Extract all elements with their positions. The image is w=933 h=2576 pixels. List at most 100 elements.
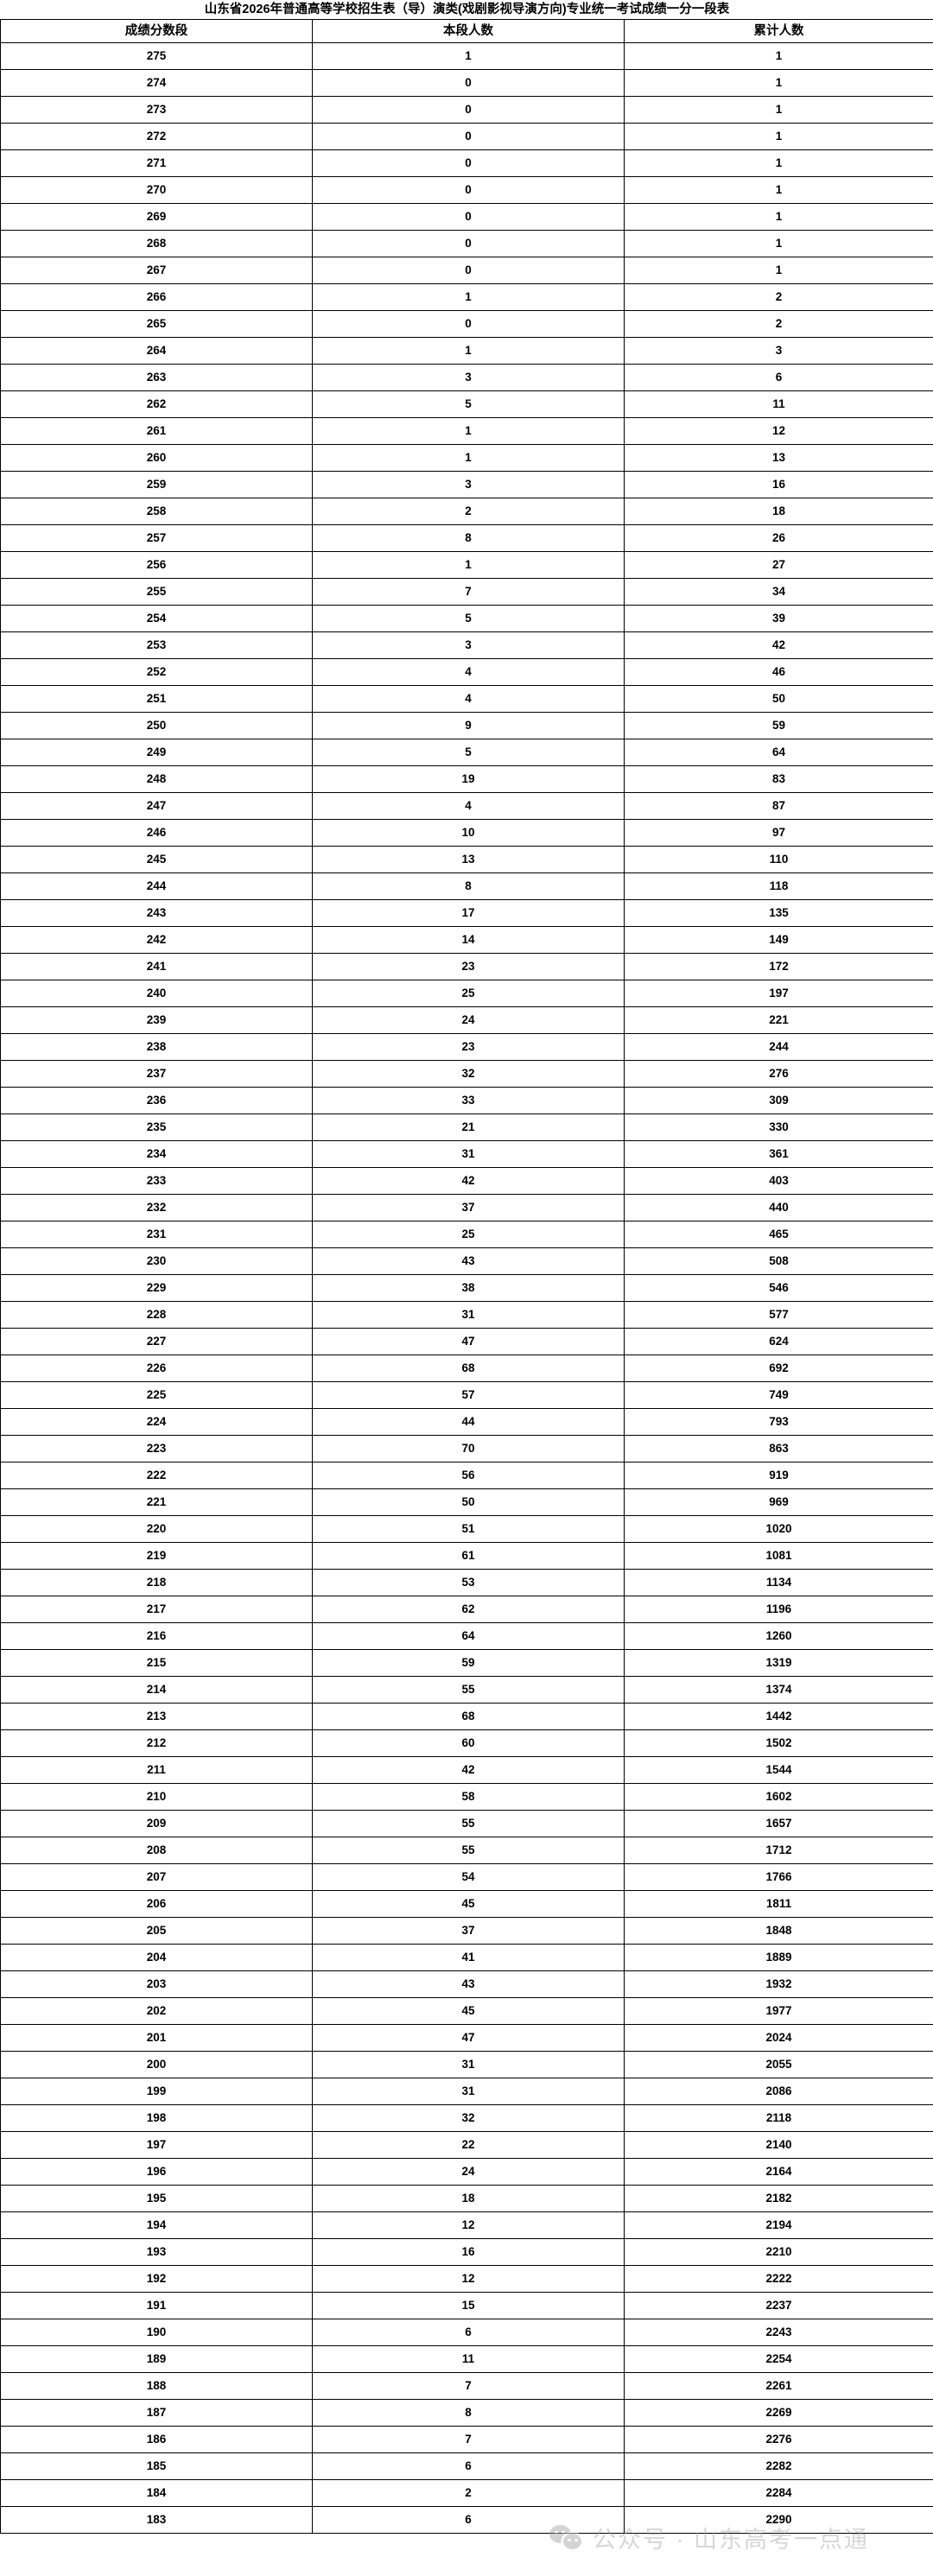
- table-row: 271 0 1: [0, 149, 933, 177]
- table-row: 243 17 135: [0, 899, 933, 927]
- table-row: 239 24 221: [0, 1006, 933, 1034]
- cell-score-segment: 252: [0, 658, 313, 686]
- cell-cumulative-count: 1602: [623, 1783, 933, 1811]
- cell-segment-count: 1: [312, 551, 625, 579]
- cell-segment-count: 9: [312, 712, 625, 739]
- cell-score-segment: 230: [0, 1247, 313, 1275]
- cell-score-segment: 218: [0, 1569, 313, 1596]
- cell-segment-count: 43: [312, 1970, 625, 1998]
- table-row: 200 31 2055: [0, 2051, 933, 2078]
- table-row: 238 23 244: [0, 1033, 933, 1061]
- cell-segment-count: 31: [312, 2078, 625, 2105]
- cell-cumulative-count: 863: [623, 1435, 933, 1462]
- table-row: 187 8 2269: [0, 2399, 933, 2427]
- cell-score-segment: 257: [0, 524, 313, 552]
- cell-score-segment: 221: [0, 1488, 313, 1516]
- cell-segment-count: 2: [312, 2479, 625, 2507]
- cell-score-segment: 210: [0, 1783, 313, 1811]
- cell-score-segment: 189: [0, 2345, 313, 2373]
- cell-segment-count: 2: [312, 498, 625, 525]
- table-row: 266 1 2: [0, 283, 933, 311]
- cell-cumulative-count: 2290: [623, 2506, 933, 2534]
- cell-score-segment: 226: [0, 1355, 313, 1382]
- cell-segment-count: 1: [312, 444, 625, 472]
- cell-cumulative-count: 440: [623, 1194, 933, 1221]
- cell-score-segment: 208: [0, 1837, 313, 1864]
- cell-cumulative-count: 361: [623, 1140, 933, 1168]
- table-row: 253 3 42: [0, 631, 933, 659]
- table-row: 273 0 1: [0, 96, 933, 124]
- cell-score-segment: 245: [0, 846, 313, 873]
- cell-cumulative-count: 2140: [623, 2131, 933, 2159]
- cell-cumulative-count: 1260: [623, 1622, 933, 1650]
- cell-segment-count: 1: [312, 417, 625, 445]
- cell-cumulative-count: 2222: [623, 2265, 933, 2293]
- cell-score-segment: 223: [0, 1435, 313, 1462]
- cell-score-segment: 253: [0, 631, 313, 659]
- cell-cumulative-count: 1319: [623, 1649, 933, 1677]
- cell-score-segment: 272: [0, 123, 313, 150]
- cell-score-segment: 209: [0, 1810, 313, 1837]
- cell-cumulative-count: 1811: [623, 1890, 933, 1918]
- cell-score-segment: 266: [0, 283, 313, 311]
- table-row: 185 6 2282: [0, 2452, 933, 2480]
- cell-score-segment: 274: [0, 69, 313, 97]
- table-row: 251 4 50: [0, 685, 933, 713]
- cell-segment-count: 47: [312, 1328, 625, 1355]
- cell-segment-count: 1: [312, 42, 625, 70]
- cell-cumulative-count: 1: [623, 257, 933, 284]
- cell-score-segment: 205: [0, 1917, 313, 1945]
- cell-segment-count: 21: [312, 1114, 625, 1141]
- cell-cumulative-count: 1081: [623, 1542, 933, 1570]
- cell-score-segment: 228: [0, 1301, 313, 1329]
- cell-score-segment: 202: [0, 1997, 313, 2025]
- cell-segment-count: 5: [312, 739, 625, 766]
- cell-score-segment: 195: [0, 2185, 313, 2212]
- table-row: 215 59 1319: [0, 1649, 933, 1677]
- cell-segment-count: 14: [312, 926, 625, 954]
- table-row: 227 47 624: [0, 1328, 933, 1355]
- cell-score-segment: 214: [0, 1676, 313, 1704]
- cell-cumulative-count: 46: [623, 658, 933, 686]
- column-header-segment-count: 本段人数: [312, 19, 625, 43]
- cell-cumulative-count: 793: [623, 1408, 933, 1436]
- table-row: 222 56 919: [0, 1462, 933, 1489]
- cell-cumulative-count: 309: [623, 1087, 933, 1114]
- cell-cumulative-count: 546: [623, 1274, 933, 1302]
- cell-score-segment: 225: [0, 1381, 313, 1409]
- cell-segment-count: 3: [312, 631, 625, 659]
- cell-score-segment: 268: [0, 230, 313, 257]
- cell-segment-count: 57: [312, 1381, 625, 1409]
- table-row: 212 60 1502: [0, 1729, 933, 1757]
- cell-cumulative-count: 1502: [623, 1729, 933, 1757]
- cell-cumulative-count: 172: [623, 953, 933, 980]
- cell-cumulative-count: 2182: [623, 2185, 933, 2212]
- cell-cumulative-count: 1712: [623, 1837, 933, 1864]
- cell-score-segment: 255: [0, 578, 313, 606]
- table-row: 274 0 1: [0, 69, 933, 97]
- cell-segment-count: 50: [312, 1488, 625, 1516]
- table-title-row: 山东省2026年普通高等学校招生表（导）演类(戏剧影视导演方向)专业统一考试成绩…: [0, 0, 933, 20]
- cell-segment-count: 25: [312, 1221, 625, 1248]
- cell-cumulative-count: 1544: [623, 1756, 933, 1784]
- cell-score-segment: 264: [0, 337, 313, 365]
- table-row: 233 42 403: [0, 1167, 933, 1195]
- cell-cumulative-count: 34: [623, 578, 933, 606]
- table-row: 275 1 1: [0, 42, 933, 70]
- cell-cumulative-count: 197: [623, 980, 933, 1007]
- table-row: 209 55 1657: [0, 1810, 933, 1837]
- cell-segment-count: 23: [312, 1033, 625, 1061]
- cell-cumulative-count: 2194: [623, 2211, 933, 2239]
- cell-score-segment: 190: [0, 2319, 313, 2346]
- table-row: 221 50 969: [0, 1488, 933, 1516]
- table-row: 257 8 26: [0, 524, 933, 552]
- cell-cumulative-count: 969: [623, 1488, 933, 1516]
- table-row: 213 68 1442: [0, 1703, 933, 1730]
- cell-cumulative-count: 2243: [623, 2319, 933, 2346]
- cell-score-segment: 234: [0, 1140, 313, 1168]
- table-row: 189 11 2254: [0, 2345, 933, 2373]
- table-row: 258 2 18: [0, 498, 933, 525]
- table-header-row: 成绩分数段 本段人数 累计人数: [0, 19, 933, 43]
- table-row: 262 5 11: [0, 390, 933, 418]
- table-row: 267 0 1: [0, 257, 933, 284]
